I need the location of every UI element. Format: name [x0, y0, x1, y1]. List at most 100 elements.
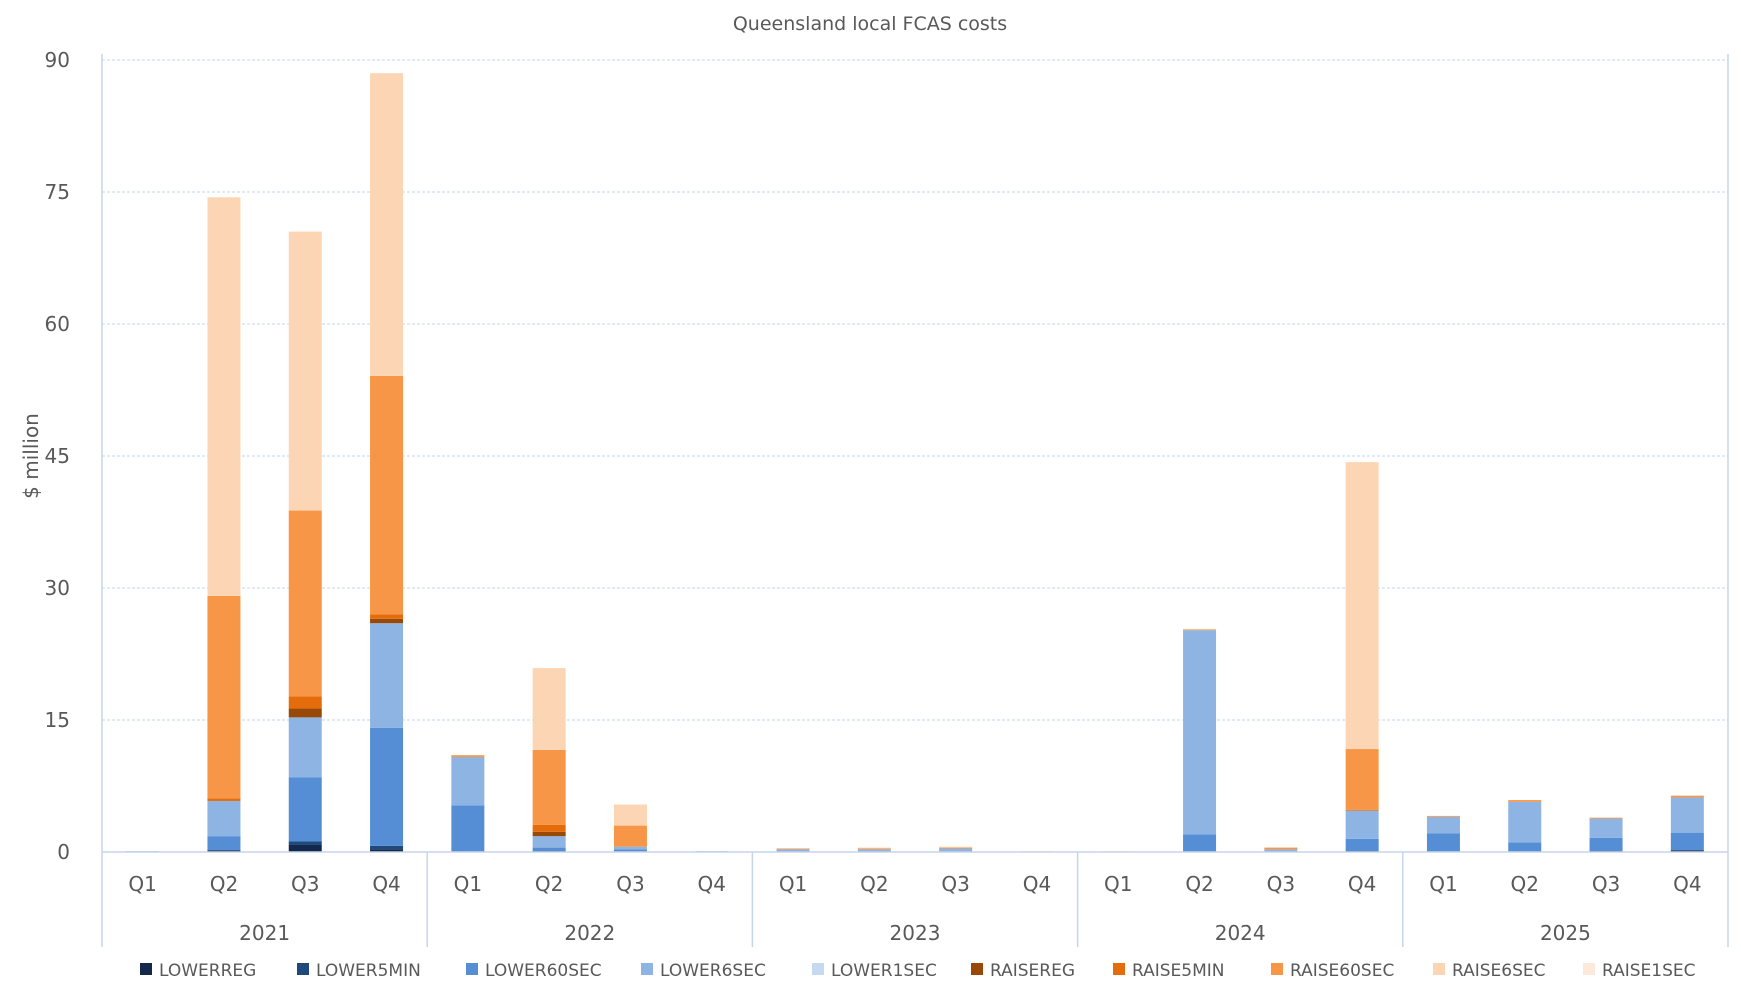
legend-swatch [1271, 963, 1283, 975]
bar-segment-raise5min [288, 696, 322, 709]
legend-item-raise6sec: RAISE6SEC [1433, 961, 1546, 981]
bar-segment-raisereg [370, 618, 404, 624]
bar-segment-lower60sec [1426, 833, 1460, 852]
legend-label: RAISE5MIN [1132, 961, 1225, 981]
x-tick-label: Q3 [1592, 872, 1620, 896]
legend-label: RAISEREG [990, 961, 1075, 981]
y-tick-label: 15 [45, 708, 70, 732]
y-tick-label: 90 [45, 48, 70, 72]
bar-segment-raise60sec [776, 848, 810, 850]
x-tick-label: Q2 [1511, 872, 1539, 896]
legend-label: RAISE1SEC [1602, 961, 1696, 981]
bar-segment-lowerreg [1670, 850, 1704, 852]
bar-segment-lower6sec [939, 848, 973, 852]
legend-swatch [1433, 963, 1445, 975]
bar-segment-lower60sec [1670, 832, 1704, 851]
chart-title: Queensland local FCAS costs [733, 13, 1007, 35]
year-label: 2022 [564, 921, 615, 945]
year-label: 2023 [890, 921, 941, 945]
x-tick-label: Q3 [291, 872, 319, 896]
bar-segment-lower60sec [1183, 834, 1217, 852]
legend-swatch [1113, 963, 1125, 975]
bar-segment-raise5min [207, 798, 241, 801]
bar-segment-lower5min [370, 845, 404, 850]
bar-segment-lower6sec [532, 836, 566, 848]
legend-item-raise5min: RAISE5MIN [1113, 961, 1225, 981]
legend-item-lower1sec: LOWER1SEC [812, 961, 937, 981]
bar-segment-raise60sec [857, 848, 891, 850]
x-tick-label: Q4 [698, 872, 726, 896]
y-tick-label: 30 [45, 576, 70, 600]
bar-segment-raise5min [532, 824, 566, 832]
year-label: 2021 [239, 921, 290, 945]
legend-label: LOWER6SEC [660, 961, 766, 981]
bar-segment-raise6sec [939, 846, 973, 848]
bar-segment-lower6sec [288, 717, 322, 778]
year-label: 2024 [1215, 921, 1266, 945]
legend-swatch [971, 963, 983, 975]
x-tick-label: Q3 [616, 872, 644, 896]
bar-segment-raise5min [370, 614, 404, 619]
bar-segment-lowerreg [370, 849, 404, 852]
bar-segment-lower6sec [1183, 630, 1217, 835]
bar-segment-lower60sec [1508, 842, 1542, 852]
bar-segment-lower60sec [207, 836, 241, 851]
bar-segment-lower6sec [857, 849, 891, 852]
bar-segment-raise60sec [1508, 800, 1542, 802]
bar-segment-raise6sec [370, 73, 404, 376]
x-tick-label: Q3 [1267, 872, 1295, 896]
bar-segment-lower6sec [370, 623, 404, 728]
legend-item-lower5min: LOWER5MIN [297, 961, 421, 981]
bar-segment-raise6sec [857, 847, 891, 849]
legend-item-lower6sec: LOWER6SEC [641, 961, 766, 981]
legend-label: LOWER1SEC [831, 961, 937, 981]
x-tick-label: Q4 [1673, 872, 1701, 896]
bar-segment-raise60sec [451, 755, 485, 757]
bar-segment-raise60sec [370, 375, 404, 615]
x-tick-label: Q3 [941, 872, 969, 896]
x-tick-label: Q2 [210, 872, 238, 896]
y-tick-label: 45 [45, 444, 70, 468]
x-tick-label: Q1 [1104, 872, 1132, 896]
bar-segment-raise60sec [939, 847, 973, 849]
bar-segment-lower6sec [451, 756, 485, 806]
bar-segment-lower60sec [1345, 838, 1379, 852]
legend-swatch [466, 963, 478, 975]
x-tick-label: Q4 [1023, 872, 1051, 896]
legend-label: LOWER60SEC [485, 961, 602, 981]
legend-swatch [297, 963, 309, 975]
legend-label: RAISE6SEC [1452, 961, 1546, 981]
bar-segment-lowerreg [288, 844, 322, 852]
x-tick-label: Q1 [779, 872, 807, 896]
legend-label: RAISE60SEC [1290, 961, 1394, 981]
bar-segment-raise60sec [1589, 817, 1623, 819]
bar-segment-raise6sec [532, 668, 566, 750]
x-tick-label: Q1 [128, 872, 156, 896]
bar-segment-lower6sec [1508, 801, 1542, 843]
bar-segment-raise60sec [288, 510, 322, 697]
bar-segment-raise6sec [288, 231, 322, 511]
bar-segment-raisereg [288, 708, 322, 718]
bar-segment-lower6sec [1345, 810, 1379, 839]
bar-segment-raise60sec [532, 749, 566, 825]
year-label: 2025 [1540, 921, 1591, 945]
y-axis-label: $ million [19, 413, 43, 499]
bar-segment-raise6sec [613, 804, 647, 826]
bar-segment-lower60sec [451, 805, 485, 852]
y-tick-label: 75 [45, 180, 70, 204]
bar-segment-raise6sec [1345, 462, 1379, 750]
legend-item-raise1sec: RAISE1SEC [1583, 961, 1696, 981]
x-tick-label: Q4 [372, 872, 400, 896]
bar-segment-lower6sec [1426, 816, 1460, 834]
x-tick-label: Q1 [1429, 872, 1457, 896]
legend-item-raisereg: RAISEREG [971, 961, 1075, 981]
bar-segment-lower6sec [207, 800, 241, 837]
bar-segment-raise60sec [1183, 629, 1217, 631]
bar-segment-raise60sec [1345, 749, 1379, 810]
bar-segment-lower6sec [1670, 797, 1704, 833]
bar-segment-lower60sec [1589, 837, 1623, 852]
legend-label: LOWERREG [159, 961, 256, 981]
bar-segment-lower5min [288, 841, 322, 845]
bar-segment-lower60sec [370, 727, 404, 846]
